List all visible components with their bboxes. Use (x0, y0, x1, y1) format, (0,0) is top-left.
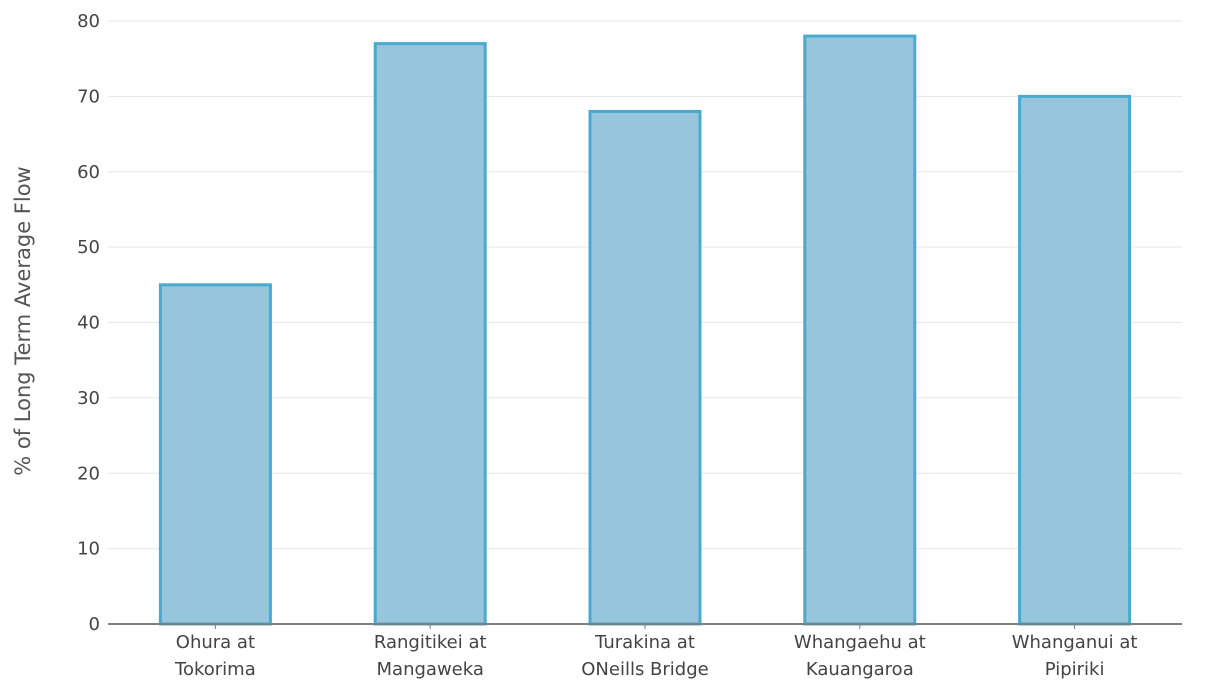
x-tick-label-line: Rangitikei at (374, 632, 487, 653)
x-tick-label-line: Whangaehu at (794, 632, 926, 653)
x-tick-label-line: Ohura at (176, 632, 255, 653)
y-tick-label: 20 (77, 463, 100, 484)
y-tick-label: 10 (77, 539, 100, 560)
bar[interactable] (158, 283, 272, 626)
y-tick-label: 60 (77, 162, 100, 183)
x-tick-label-line: Tokorima (174, 659, 256, 680)
y-tick-label: 30 (77, 388, 100, 409)
bar[interactable] (803, 34, 917, 626)
y-tick-label: 50 (77, 237, 100, 258)
bar[interactable] (373, 42, 487, 626)
x-tick-label: Whangaehu at Kauangaroa (794, 632, 926, 680)
x-tick-label: Rangitikei at Mangaweka (374, 632, 487, 680)
y-tick-label: 0 (89, 614, 100, 635)
y-tick-label: 80 (77, 11, 100, 32)
x-tick-label: Whanganui at Pipiriki (1012, 632, 1138, 680)
bar[interactable] (588, 109, 702, 626)
y-tick-label: 70 (77, 86, 100, 107)
y-tick-label: 40 (77, 313, 100, 334)
x-tick-label-line: Mangaweka (377, 659, 484, 680)
x-tick-label-line: Whanganui at (1012, 632, 1138, 653)
x-tick-label-line: Turakina at (594, 632, 695, 653)
bars (158, 34, 1132, 626)
y-axis-title: % of Long Term Average Flow (11, 166, 35, 475)
x-tick-label-line: ONeills Bridge (581, 659, 709, 680)
x-tick-label-line: Pipiriki (1045, 659, 1105, 680)
bar[interactable] (1018, 94, 1132, 626)
axes: 0 10 20 30 40 50 60 70 80 Ohura at Tokorima Rangiti… (77, 11, 1182, 680)
x-tick-label-line: Kauangaroa (806, 659, 914, 680)
x-tick-label: Turakina at ONeills Bridge (581, 632, 709, 680)
x-tick-label: Ohura at Tokorima (174, 632, 256, 680)
